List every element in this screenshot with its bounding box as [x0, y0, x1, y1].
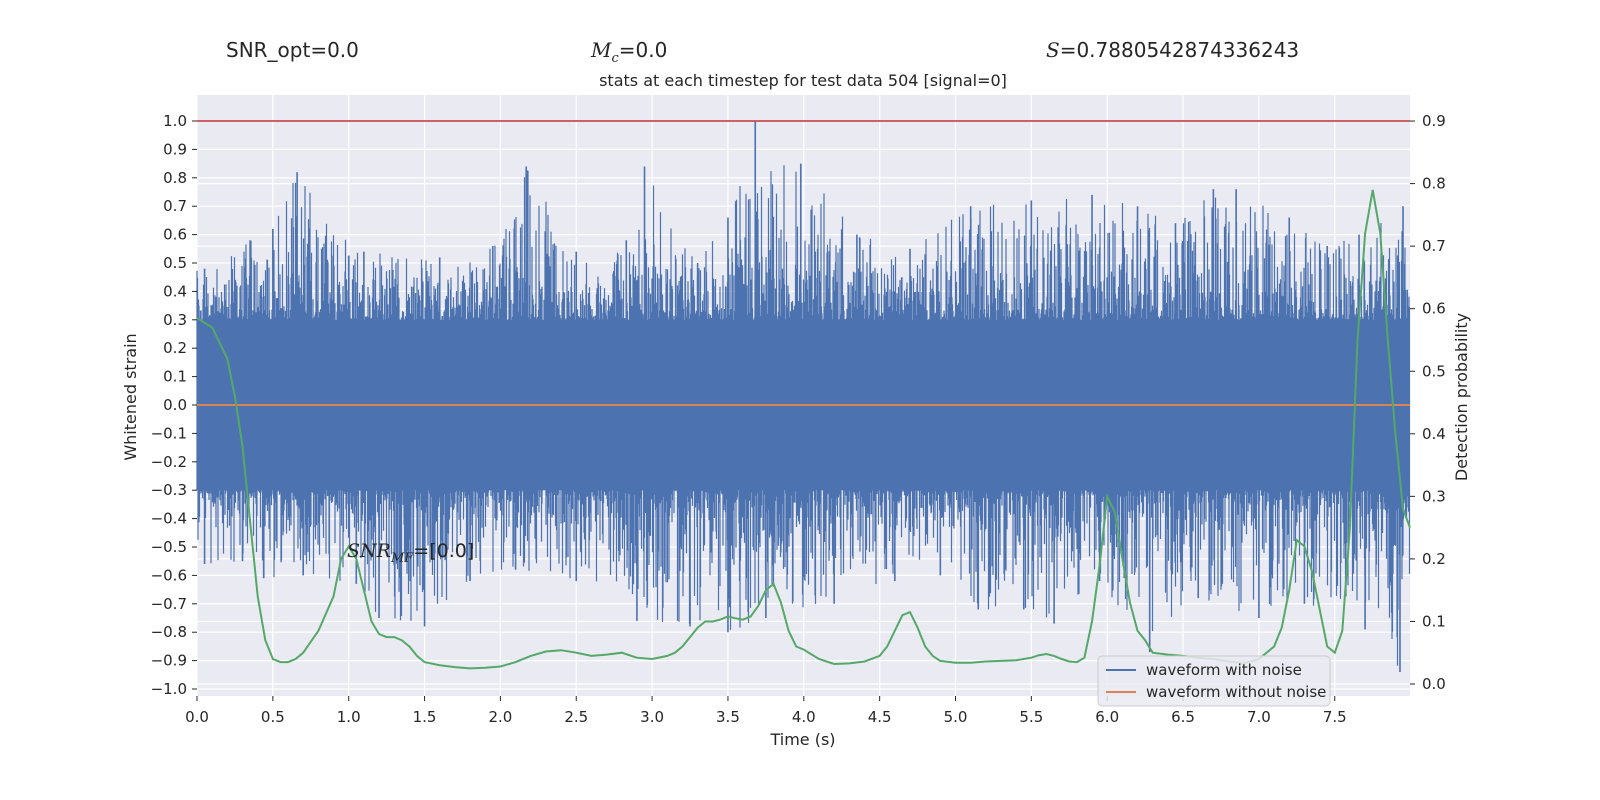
- y-tick-label: −0.5: [151, 538, 187, 556]
- y-tick-label: 0.2: [163, 339, 187, 357]
- y-tick-label: −0.9: [151, 652, 187, 670]
- x-tick-label: 0.5: [261, 708, 285, 726]
- legend-label-clean: waveform without noise: [1146, 683, 1326, 701]
- right-axis-ticks: 0.9 0.8 0.7 0.6 0.5 0.4 0.3 0.2 0.1 0.0: [1410, 112, 1446, 693]
- y-axis-label: Whitened strain: [121, 333, 140, 460]
- legend-frame: [1097, 655, 1331, 707]
- y-tick-label: 0.9: [163, 140, 187, 158]
- x-axis-ticks: 0.0 0.5 1.0 1.5 2.0 2.5 3.0 3.5 4.0 4.5 5.0 5.5 6.0 6…: [185, 696, 1347, 726]
- y-tick-label: 0.6: [163, 226, 187, 244]
- y2-tick-label: 0.3: [1422, 487, 1446, 505]
- y-tick-label: 0.3: [163, 311, 187, 329]
- y-tick-label: −1.0: [151, 680, 187, 698]
- x-axis-label: Time (s): [769, 730, 835, 749]
- x-tick-label: 6.5: [1171, 708, 1195, 726]
- x-tick-label: 2.5: [564, 708, 588, 726]
- y-tick-label: 1.0: [163, 112, 187, 130]
- x-tick-label: 4.5: [868, 708, 892, 726]
- y2-tick-label: 0.4: [1422, 425, 1446, 443]
- x-tick-label: 6.0: [1095, 708, 1119, 726]
- y-tick-label: 0.8: [163, 169, 187, 187]
- y-tick-label: −0.6: [151, 566, 187, 584]
- s-value-number: =0.7880542874336243: [1059, 38, 1300, 62]
- y2-tick-label: 0.8: [1422, 175, 1446, 193]
- y2-tick-label: 0.1: [1422, 612, 1446, 630]
- x-tick-label: 1.5: [413, 708, 437, 726]
- y-tick-label: −0.7: [151, 595, 187, 613]
- series-waveform-with-noise: [196, 121, 1411, 672]
- y2-tick-label: 0.2: [1422, 550, 1446, 568]
- x-tick-label: 4.0: [792, 708, 816, 726]
- y-tick-label: 0.1: [163, 368, 187, 386]
- x-tick-label: 1.0: [337, 708, 361, 726]
- y-tick-label: 0.7: [163, 197, 187, 215]
- y-tick-label: 0.5: [163, 254, 187, 272]
- x-tick-label: 2.0: [488, 708, 512, 726]
- y2-tick-label: 0.0: [1422, 675, 1446, 693]
- y2-tick-label: 0.5: [1422, 362, 1446, 380]
- chart-title: stats at each timestep for test data 504…: [599, 71, 1007, 90]
- x-tick-label: 3.0: [640, 708, 664, 726]
- y2-tick-label: 0.7: [1422, 237, 1446, 255]
- y2-tick-label: 0.9: [1422, 112, 1446, 130]
- noise-waveform-path: [196, 165, 1411, 666]
- y-tick-label: −0.1: [151, 424, 187, 442]
- legend-label-noise: waveform with noise: [1146, 661, 1302, 679]
- y-tick-label: −0.8: [151, 623, 187, 641]
- chirp-mass-label: Mc=0.0: [591, 38, 668, 66]
- y-tick-label: −0.3: [151, 481, 187, 499]
- y-tick-label: 0.4: [163, 282, 187, 300]
- y-tick-label: −0.4: [151, 510, 187, 528]
- x-tick-label: 5.5: [1019, 708, 1043, 726]
- legend: waveform with noise waveform without noi…: [1097, 655, 1331, 707]
- x-tick-label: 5.0: [944, 708, 968, 726]
- s-value-label: S=0.7880542874336243: [1046, 38, 1300, 62]
- y2-axis-label: Detection probability: [1452, 313, 1471, 481]
- y-tick-label: −0.2: [151, 453, 187, 471]
- snr-opt-label: SNR_opt=0.0: [226, 38, 359, 62]
- x-tick-label: 3.5: [716, 708, 740, 726]
- x-tick-label: 0.0: [185, 708, 209, 726]
- x-tick-label: 7.5: [1323, 708, 1347, 726]
- left-axis-ticks: 1.0 0.9 0.8 0.7 0.6 0.5 0.4 0.3 0.2 0.1 0.0 −0.1 −0.…: [151, 112, 197, 698]
- y-tick-label: 0.0: [163, 396, 187, 414]
- x-tick-label: 7.0: [1247, 708, 1271, 726]
- y2-tick-label: 0.6: [1422, 300, 1446, 318]
